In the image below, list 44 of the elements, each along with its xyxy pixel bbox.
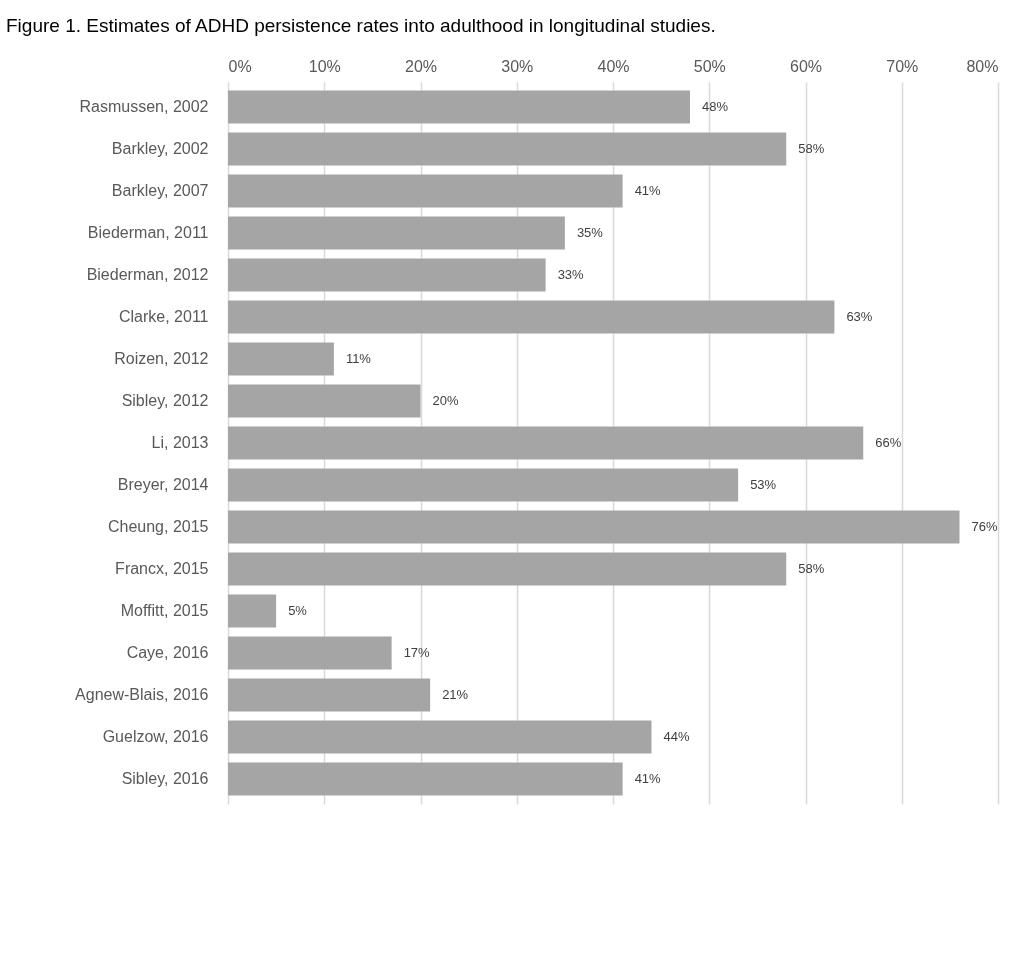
y-tick-label: Rasmussen, 2002: [79, 97, 209, 115]
y-tick-label: Biederman, 2011: [87, 223, 209, 241]
data-label: 21%: [442, 687, 469, 703]
data-label: 17%: [403, 645, 431, 661]
data-label: 76%: [971, 519, 998, 534]
data-label: 41%: [634, 771, 662, 787]
data-label: 53%: [750, 477, 777, 492]
y-tick-label: Sibley, 2016: [121, 770, 209, 788]
data-label: 5%: [288, 603, 308, 618]
data-label: 58%: [798, 140, 825, 156]
x-tick-label: 10%: [308, 57, 341, 75]
x-tick-label: 80%: [966, 57, 999, 75]
y-tick-label: Barkley, 2007: [111, 181, 209, 199]
chart-title: Figure 1. Estimates of ADHD persistence rates into adulthood in longitudinal studies.: [6, 15, 716, 36]
data-label: 48%: [702, 98, 729, 114]
data-label: 33%: [557, 267, 585, 282]
y-tick-label: Clarke, 2011: [118, 308, 209, 325]
data-label: 41%: [634, 182, 662, 198]
x-tick-label: 40%: [597, 57, 630, 75]
y-tick-label: Sibley, 2012: [121, 392, 209, 409]
data-label: 35%: [576, 224, 604, 240]
data-label: 63%: [846, 309, 873, 324]
y-tick-label: Caye, 2016: [126, 644, 209, 662]
x-tick-label: 20%: [404, 57, 438, 75]
y-tick-label: Guelzow, 2016: [102, 728, 209, 746]
y-tick-label: Moffitt, 2015: [120, 602, 209, 619]
data-label: 58%: [798, 561, 825, 576]
x-tick-label: 70%: [886, 57, 919, 75]
x-tick-label: 50%: [693, 57, 726, 75]
x-tick-label: 30%: [501, 57, 534, 75]
x-tick-label: 60%: [789, 57, 823, 75]
y-tick-label: Cheung, 2015: [107, 518, 209, 535]
data-label: 44%: [663, 729, 690, 745]
y-tick-label: Barkley, 2002: [111, 139, 209, 157]
y-tick-label: Agnew-Blais, 2016: [75, 686, 209, 704]
y-tick-label: Li, 2013: [151, 434, 209, 451]
data-label: 20%: [432, 393, 459, 408]
x-tick-label: 0%: [228, 57, 252, 75]
y-tick-label: Breyer, 2014: [117, 476, 209, 493]
y-tick-label: Francx, 2015: [115, 560, 209, 577]
y-tick-label: Biederman, 2012: [86, 266, 209, 283]
data-label: 66%: [875, 435, 902, 450]
data-label: 11%: [345, 351, 372, 366]
y-tick-label: Roizen, 2012: [114, 350, 209, 367]
